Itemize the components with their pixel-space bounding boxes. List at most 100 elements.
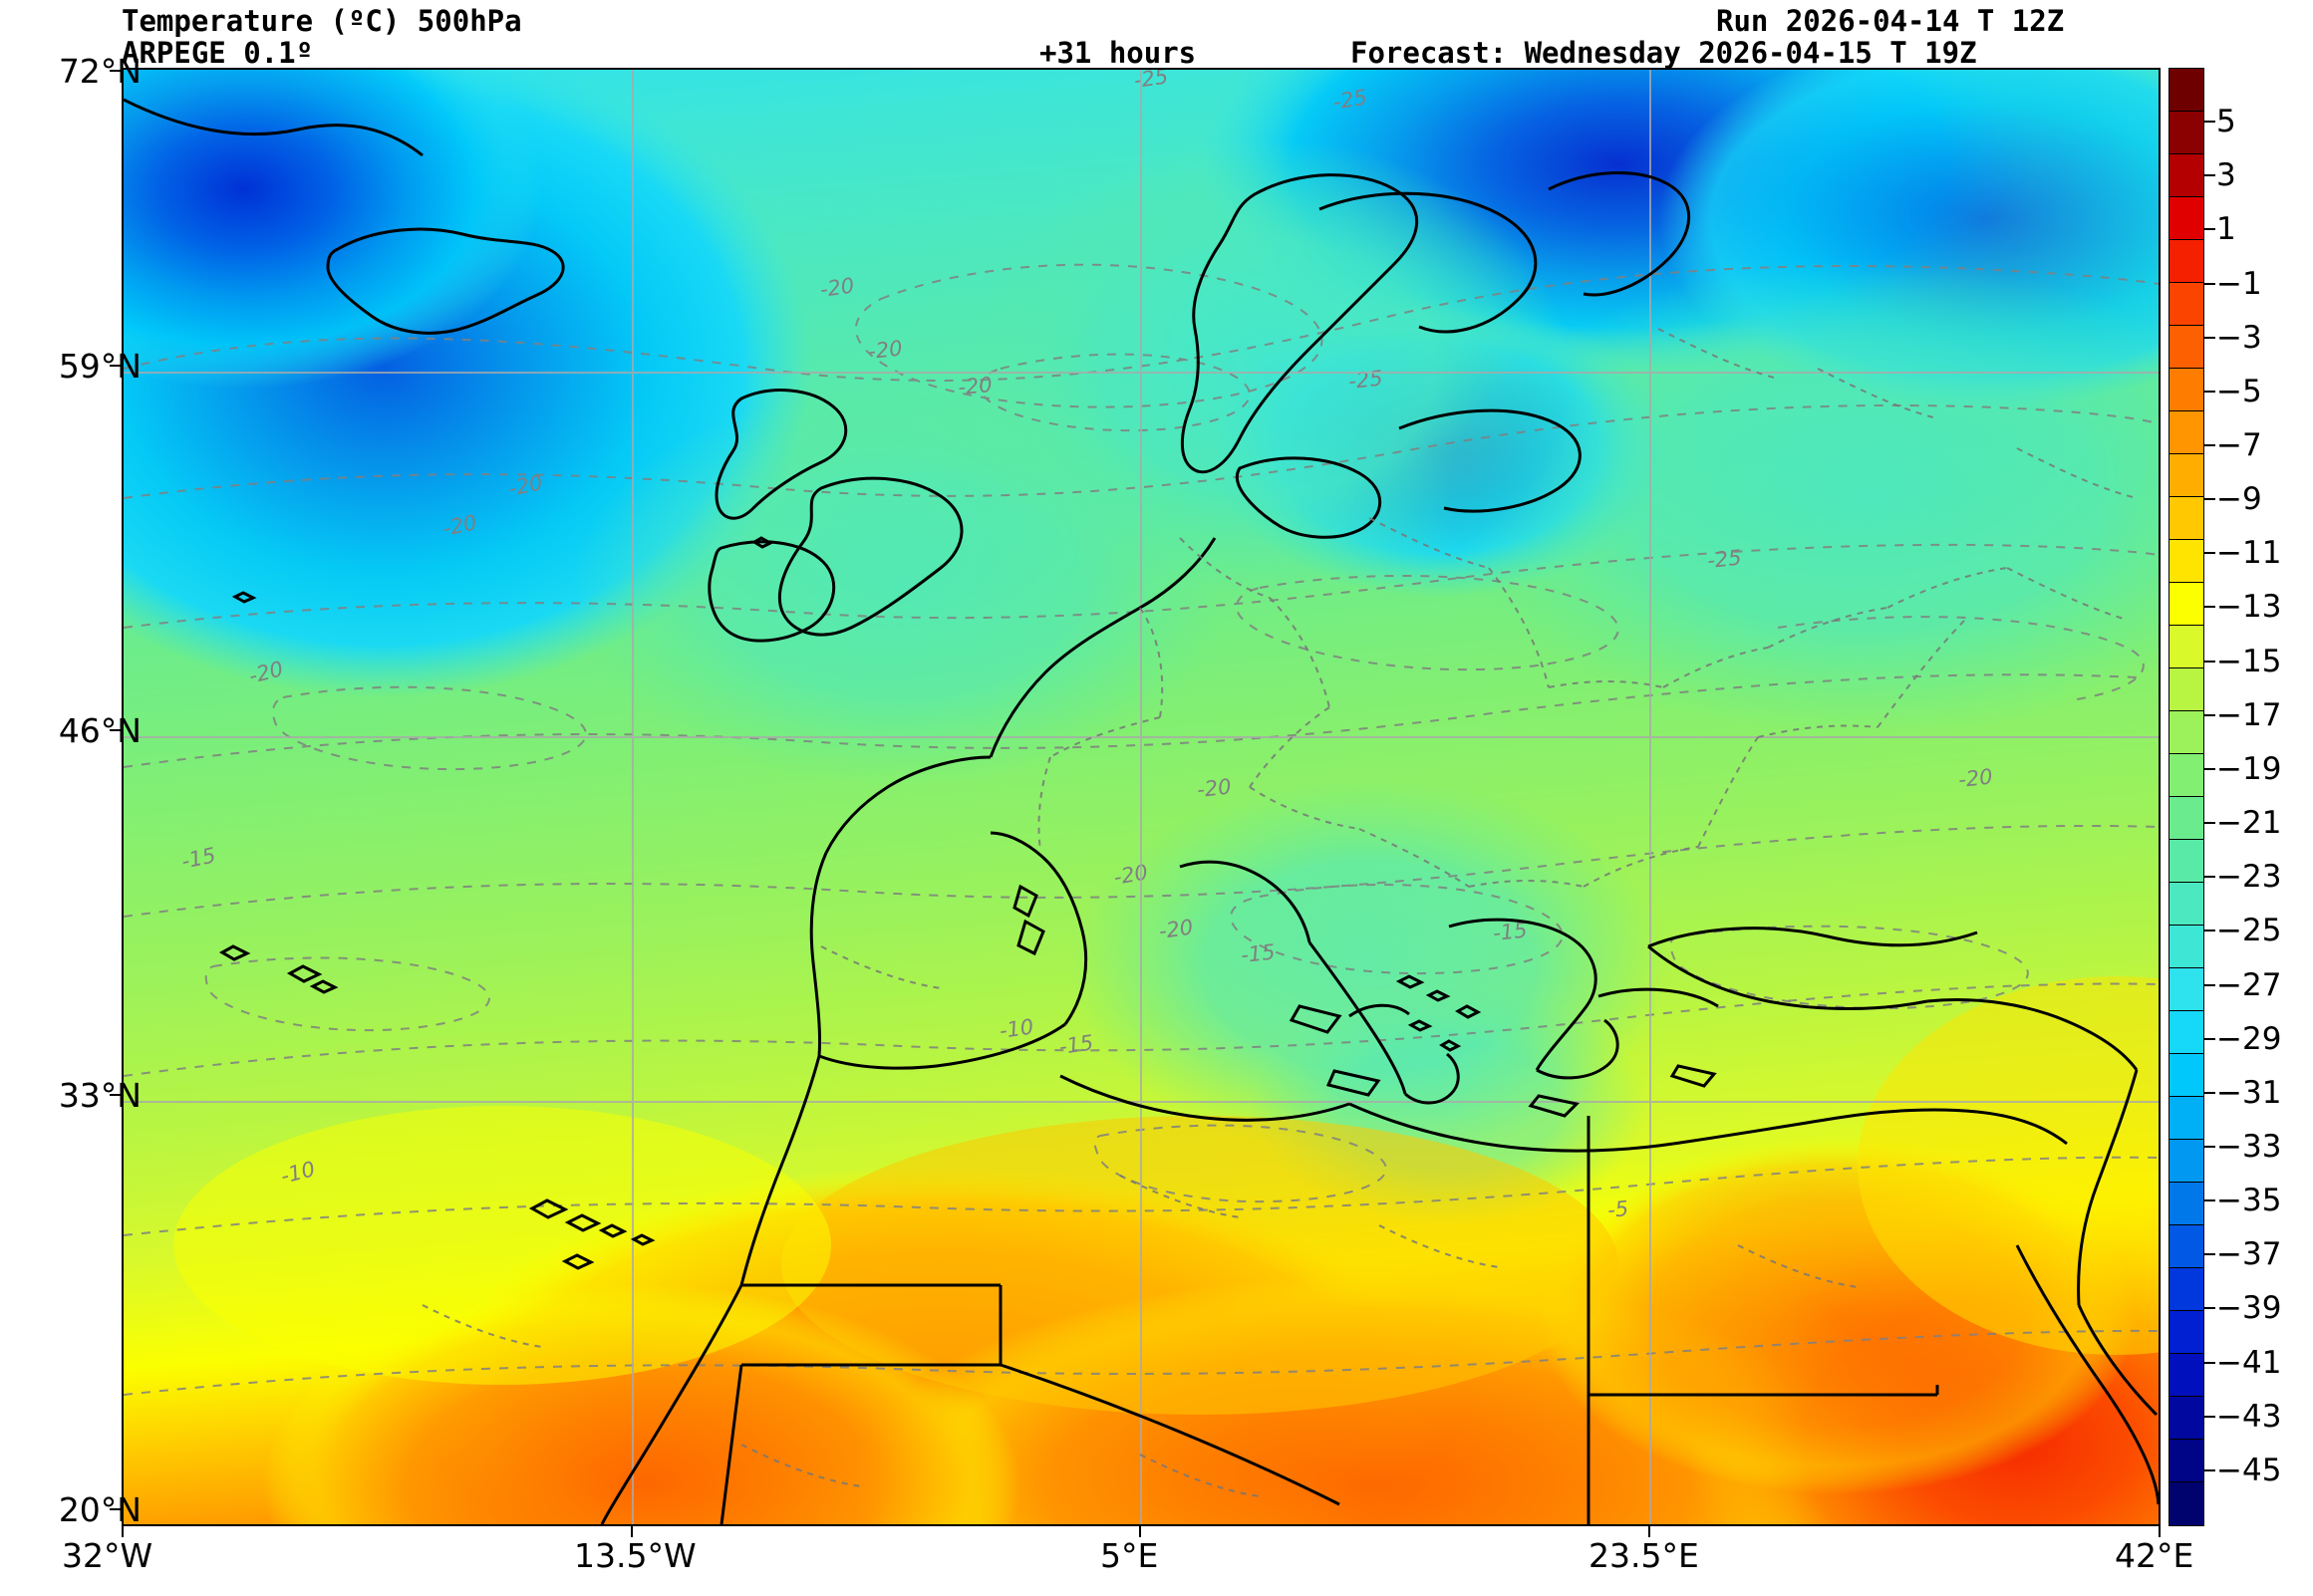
- colorbar-tick-mark: [2204, 876, 2215, 879]
- svg-text:-20: -20: [1196, 775, 1233, 802]
- colorbar-cell: [2169, 1054, 2203, 1097]
- colorbar-cell: [2169, 1482, 2203, 1525]
- y-tick-label-46n: 46°N: [58, 711, 142, 750]
- coastline-layer: [124, 98, 2159, 1524]
- y-tick-mark-20n: [110, 1508, 122, 1510]
- colorbar-tick-label: −41: [2216, 1344, 2282, 1381]
- colorbar-tick-mark: [2204, 660, 2215, 663]
- colorbar-cell: [2169, 583, 2203, 626]
- colorbar-cell: [2169, 1440, 2203, 1482]
- colorbar-cell: [2169, 668, 2203, 711]
- svg-text:-20: -20: [1157, 915, 1194, 943]
- svg-text:-20: -20: [1112, 860, 1150, 890]
- colorbar-cell: [2169, 369, 2203, 411]
- colorbar-cell: [2169, 797, 2203, 840]
- y-tick-mark-72n: [110, 70, 122, 72]
- colorbar-tick-mark: [2204, 1199, 2215, 1202]
- svg-text:-20: -20: [1957, 765, 1994, 792]
- colorbar-tick-label: −43: [2216, 1398, 2282, 1435]
- colorbar-cell: [2169, 1225, 2203, 1268]
- y-tick-mark-59n: [110, 365, 122, 367]
- y-tick-label-59n: 59°N: [58, 347, 142, 386]
- svg-text:-20: -20: [867, 337, 904, 364]
- colorbar-tick-label: −13: [2216, 589, 2282, 626]
- colorbar-cell: [2169, 1311, 2203, 1354]
- svg-text:-20: -20: [818, 273, 855, 302]
- colorbar-tick-label: −33: [2216, 1128, 2282, 1165]
- svg-text:-25: -25: [1347, 367, 1384, 394]
- x-tick-label-42e: 42°E: [2115, 1536, 2194, 1575]
- forecast-time-label: Forecast: Wednesday 2026-04-15 T 19Z: [1350, 36, 1977, 70]
- colorbar-cell: [2169, 283, 2203, 326]
- x-tick-label-23-5e: 23.5°E: [1589, 1536, 1699, 1575]
- colorbar-cell: [2169, 1140, 2203, 1183]
- colorbar-tick-label: −17: [2216, 696, 2282, 733]
- temperature-colorbar[interactable]: [2168, 68, 2204, 1526]
- x-tick-label-13-5w: 13.5°W: [574, 1536, 697, 1575]
- colorbar-tick-label: −31: [2216, 1074, 2282, 1111]
- colorbar-tick-mark: [2204, 121, 2215, 124]
- colorbar-tick-mark: [2204, 282, 2215, 285]
- colorbar-cell: [2169, 754, 2203, 797]
- temperature-map-plot: -25 -25 -20 -20 -20 -25 -20 -20 -25 -20 …: [122, 68, 2161, 1526]
- colorbar-tick-label: −3: [2216, 319, 2262, 356]
- y-tick-label-72n: 72°N: [58, 52, 142, 91]
- colorbar-tick-label: −25: [2216, 913, 2282, 949]
- colorbar-tick-mark: [2204, 1361, 2215, 1364]
- colorbar-tick-label: 1: [2216, 211, 2236, 248]
- colorbar-cell: [2169, 540, 2203, 583]
- colorbar-tick-label: −19: [2216, 750, 2282, 787]
- colorbar-tick-label: −37: [2216, 1236, 2282, 1273]
- colorbar-tick-label: −1: [2216, 265, 2262, 302]
- country-border-layer: [422, 328, 2138, 1497]
- svg-text:-20: -20: [957, 373, 993, 399]
- colorbar-tick-label: −23: [2216, 859, 2282, 896]
- colorbar-tick-label: −5: [2216, 373, 2262, 409]
- chart-title: Temperature (ºC) 500hPa: [122, 4, 522, 38]
- colorbar-tick-label: 5: [2216, 104, 2236, 140]
- svg-text:-15: -15: [1240, 940, 1277, 967]
- colorbar-cell: [2169, 968, 2203, 1011]
- colorbar-tick-label: −27: [2216, 966, 2282, 1003]
- colorbar-tick-label: −39: [2216, 1290, 2282, 1327]
- colorbar-cell: [2169, 711, 2203, 754]
- colorbar-cell: [2169, 1397, 2203, 1440]
- colorbar-cell: [2169, 1183, 2203, 1225]
- colorbar-tick-mark: [2204, 1253, 2215, 1256]
- graticule-layer: [124, 70, 2159, 1524]
- x-tick-mark-32w: [122, 1526, 124, 1537]
- colorbar-tick-mark: [2204, 1091, 2215, 1094]
- colorbar-tick-label: 3: [2216, 157, 2236, 194]
- colorbar-tick-label: −15: [2216, 643, 2282, 679]
- colorbar-tick-mark: [2204, 1468, 2215, 1471]
- colorbar-cell: [2169, 883, 2203, 926]
- svg-text:-25: -25: [1706, 546, 1743, 573]
- colorbar-tick-mark: [2204, 713, 2215, 716]
- colorbar-tick-mark: [2204, 444, 2215, 447]
- colorbar-tick-mark: [2204, 606, 2215, 609]
- x-tick-mark-42e: [2159, 1526, 2161, 1537]
- colorbar-tick-label: −11: [2216, 535, 2282, 572]
- colorbar-cell: [2169, 840, 2203, 883]
- colorbar-cell: [2169, 926, 2203, 968]
- colorbar-tick-label: −21: [2216, 805, 2282, 842]
- svg-text:-15: -15: [1057, 1030, 1094, 1059]
- lead-time-label: +31 hours: [1039, 36, 1197, 70]
- colorbar-cell: [2169, 154, 2203, 197]
- colorbar-cell: [2169, 240, 2203, 283]
- colorbar-tick-label: −35: [2216, 1183, 2282, 1219]
- colorbar-cell: [2169, 1097, 2203, 1140]
- svg-text:-10: -10: [998, 1014, 1034, 1043]
- colorbar-cell: [2169, 411, 2203, 454]
- colorbar-tick-mark: [2204, 930, 2215, 932]
- colorbar-cell: [2169, 69, 2203, 112]
- y-tick-mark-46n: [110, 729, 122, 731]
- x-tick-label-5e: 5°E: [1100, 1536, 1159, 1575]
- chart-header: Temperature (ºC) 500hPa ARPEGE 0.1º +31 …: [0, 0, 2313, 70]
- colorbar-tick-label: −9: [2216, 481, 2262, 518]
- colorbar-cell: [2169, 1268, 2203, 1311]
- y-tick-label-33n: 33°N: [58, 1076, 142, 1115]
- colorbar-cell: [2169, 197, 2203, 240]
- colorbar-tick-mark: [2204, 228, 2215, 231]
- colorbar-tick-mark: [2204, 983, 2215, 986]
